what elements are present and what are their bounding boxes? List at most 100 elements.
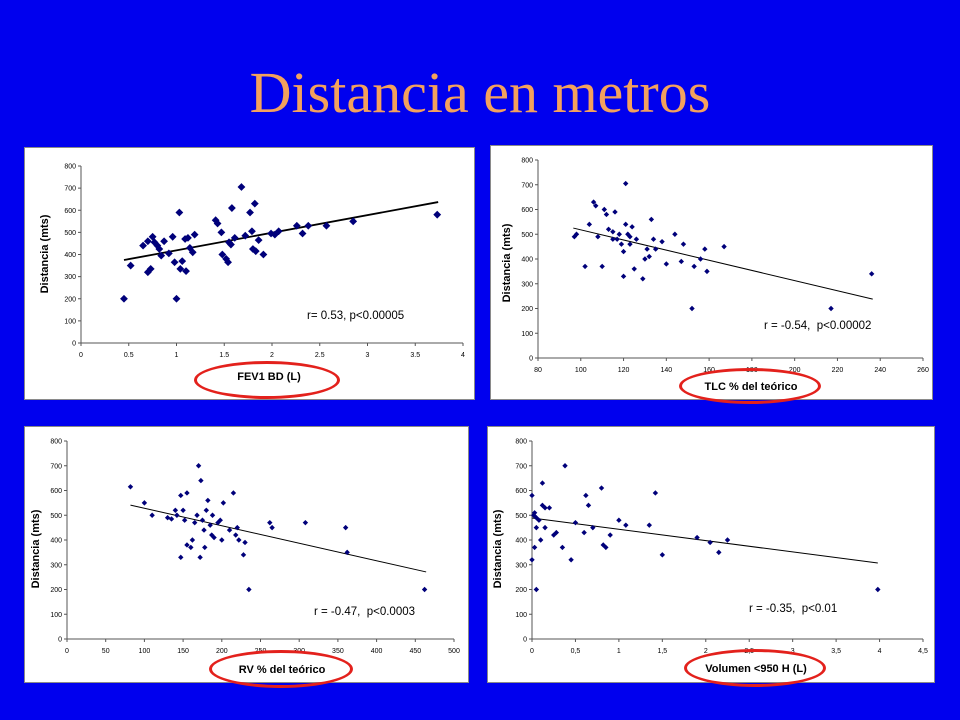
x-tick-label: 1,5: [657, 648, 667, 655]
data-point: [233, 532, 239, 538]
x-tick-label: 500: [448, 648, 460, 655]
data-point: [189, 537, 196, 543]
y-tick-label: 800: [64, 164, 76, 171]
data-point: [267, 519, 273, 526]
y-tick-label: 700: [64, 186, 76, 193]
y-axis-label: Distancia (mts): [492, 509, 504, 589]
data-point: [537, 537, 544, 543]
data-point: [573, 231, 580, 237]
data-point: [542, 524, 548, 531]
data-point: [590, 524, 596, 531]
y-tick-label: 0: [72, 341, 76, 348]
data-point: [141, 500, 148, 506]
data-point: [168, 232, 177, 241]
y-tick-label: 600: [515, 488, 527, 495]
data-point: [868, 271, 875, 277]
data-point: [612, 209, 618, 215]
y-tick-label: 700: [50, 463, 62, 470]
correlation-annotation: r = -0.54, p<0.00002: [764, 320, 872, 332]
data-point: [209, 512, 216, 518]
data-point: [531, 544, 538, 551]
scatter-plot-tlc: 0 100 200 300 400 500 600 700 800 80 100 120 140 160 1…: [521, 158, 929, 375]
data-point: [172, 294, 181, 303]
scatter-plot-fev1: 0 100 200 300 400 500 600 700 800 0 0.5 1 1.5 2 2.5 3 3.…: [64, 164, 465, 360]
data-point: [227, 240, 235, 249]
y-tick-label: 600: [64, 208, 76, 215]
y-axis-label: Distancia (mts): [501, 223, 513, 303]
data-point: [583, 492, 589, 499]
y-tick-label: 0: [523, 637, 527, 644]
data-point: [160, 237, 168, 246]
x-tick-label: 0,5: [571, 648, 581, 655]
data-point: [246, 208, 254, 217]
data-point: [421, 586, 428, 593]
data-point: [213, 219, 222, 228]
correlation-annotation: r= 0.53, p<0.00005: [307, 310, 405, 322]
data-point: [531, 512, 537, 518]
y-tick-label: 800: [521, 158, 533, 165]
y-tick-label: 200: [50, 587, 62, 594]
x-tick-label: 450: [409, 648, 421, 655]
x-tick-label: 80: [534, 367, 542, 374]
x-tick-label: 160: [703, 367, 715, 374]
x-tick-label: 240: [874, 367, 886, 374]
data-point: [184, 234, 192, 242]
y-tick-label: 400: [64, 252, 76, 259]
slide-title: Distancia en metros: [249, 60, 711, 125]
data-point: [620, 273, 627, 280]
data-point: [220, 500, 227, 506]
data-point: [322, 221, 331, 230]
y-axis-label: Distancia (mts): [39, 214, 51, 294]
data-point: [170, 258, 179, 267]
data-point: [120, 294, 128, 303]
data-point: [539, 480, 546, 486]
y-tick-label: 600: [50, 488, 62, 495]
x-tick-label: 200: [789, 367, 801, 374]
data-point: [614, 236, 620, 242]
y-tick-label: 100: [515, 612, 527, 619]
x-axis-label: RV % del teórico: [238, 664, 326, 676]
data-point: [202, 544, 208, 551]
x-tick-label: 2: [270, 352, 274, 359]
y-tick-label: 0: [58, 637, 62, 644]
data-point: [546, 505, 553, 511]
y-tick-label: 0: [529, 356, 533, 363]
data-point: [164, 249, 173, 258]
data-point: [242, 539, 248, 546]
y-tick-label: 700: [515, 463, 527, 470]
data-point: [610, 236, 616, 242]
data-point: [219, 537, 225, 543]
data-point: [529, 492, 535, 499]
data-point: [618, 241, 625, 247]
data-point: [155, 245, 164, 253]
data-point: [663, 261, 670, 267]
scatter-plot-volumen: 0 100 200 300 400 500 600 700 800 0 0,5 1 1,5 2 2,5 3 3,…: [515, 439, 928, 656]
data-point: [184, 490, 190, 496]
data-point: [599, 263, 605, 270]
data-point: [225, 238, 233, 247]
data-point: [631, 266, 637, 272]
data-point: [542, 505, 548, 511]
data-point: [178, 492, 184, 499]
data-point: [143, 237, 152, 246]
data-point: [203, 507, 210, 513]
data-point: [259, 250, 268, 259]
data-point: [622, 221, 629, 228]
data-point: [302, 519, 309, 526]
data-point: [176, 264, 185, 273]
x-tick-label: 250: [255, 648, 267, 655]
data-point: [691, 263, 697, 270]
data-point: [623, 522, 629, 528]
data-point: [678, 258, 685, 265]
x-tick-label: 3.5: [410, 352, 420, 359]
data-point: [616, 231, 622, 237]
data-point: [593, 203, 599, 209]
data-point: [127, 484, 134, 490]
data-point: [582, 263, 588, 270]
x-tick-label: 4: [878, 648, 882, 655]
correlation-annotation: r = -0.35, p<0.01: [749, 603, 838, 615]
data-point: [246, 586, 252, 593]
data-point: [248, 227, 256, 236]
data-point: [237, 183, 246, 191]
data-point: [616, 517, 622, 523]
